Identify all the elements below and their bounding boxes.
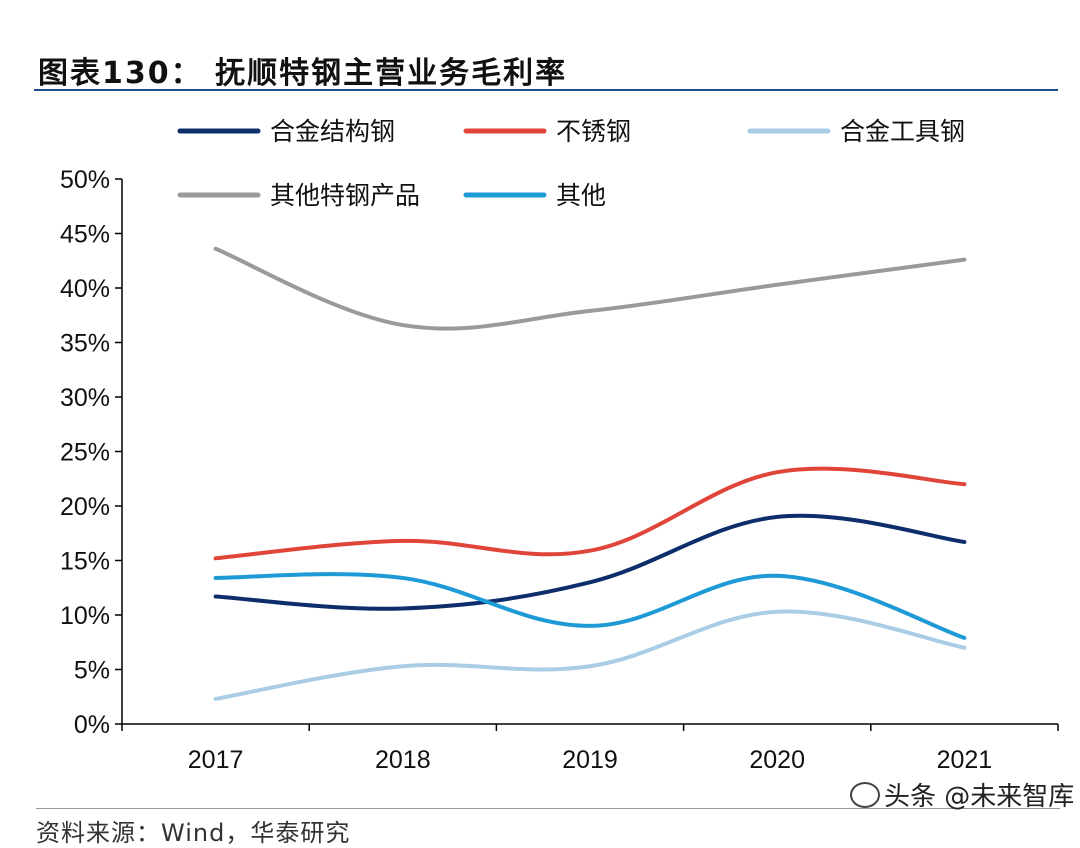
y-tick-label: 45% [60,221,110,249]
x-tick-label: 2020 [749,746,805,774]
y-tick-label: 0% [74,711,110,739]
y-tick-label: 25% [60,439,110,467]
y-tick-label: 10% [60,602,110,630]
y-tick-label: 5% [74,657,110,685]
series-line-2 [216,469,965,559]
legend-label: 不锈钢 [556,117,631,146]
line-chart: 0% 5% 10% 15% 20% 25% 30% 35% 40% 45% 50% 2017 2018 2… [0,0,1080,800]
legend-label: 合金工具钢 [840,117,965,146]
series-line-4 [216,249,965,329]
y-tick-label: 30% [60,384,110,412]
legend-label: 合金结构钢 [270,117,395,146]
series-line-1 [216,516,965,609]
y-tick-label: 20% [60,493,110,521]
x-tick-label: 2021 [937,746,993,774]
x-tick-label: 2019 [562,746,618,774]
y-tick-label: 35% [60,330,110,358]
legend-label: 其他 [556,181,606,210]
x-tick-label: 2018 [375,746,431,774]
y-tick-label: 40% [60,275,110,303]
y-tick-label: 15% [60,548,110,576]
y-tick-label: 50% [60,166,110,194]
legend-label: 其他特钢产品 [270,181,420,210]
watermark: 头条 @未来智库 [850,776,1074,813]
watermark-text: 头条 @未来智库 [884,776,1074,813]
watermark-logo-icon [850,782,880,808]
source-note: 资料来源：Wind，华泰研究 [36,808,1060,848]
x-tick-label: 2017 [188,746,244,774]
